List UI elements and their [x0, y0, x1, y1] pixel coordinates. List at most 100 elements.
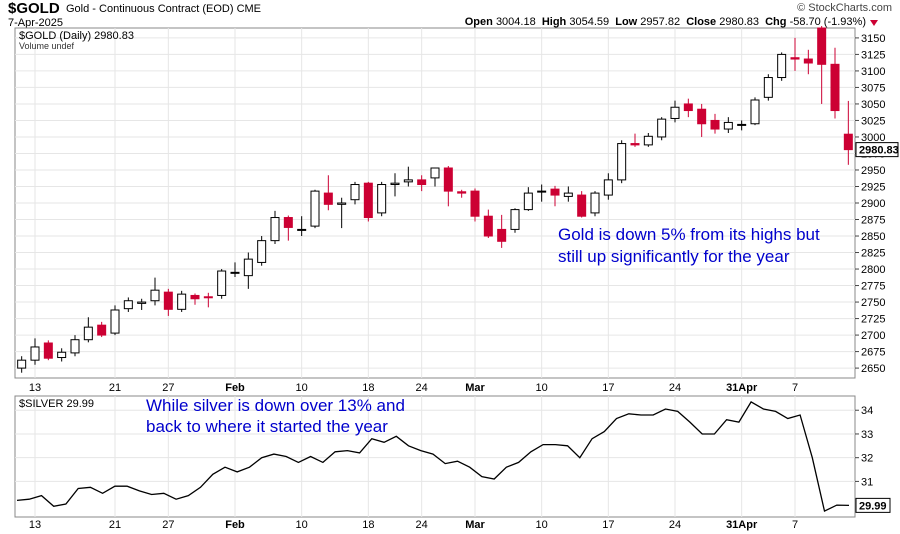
candle-body — [217, 270, 227, 296]
candle-body — [483, 215, 493, 237]
silver-y-tick-label: 32 — [861, 453, 873, 465]
down-arrow-icon — [870, 20, 878, 26]
gold-y-tick-label: 2750 — [861, 297, 885, 309]
candle-body — [243, 258, 253, 277]
candle-body — [123, 300, 133, 310]
silver-y-tick-label: 34 — [861, 405, 873, 417]
candle-body — [30, 346, 40, 361]
silver-x-tick-label: 24 — [669, 519, 681, 531]
gold-x-tick-label: 10 — [296, 382, 308, 394]
candle-body — [817, 27, 827, 65]
ohlc-summary: Open 3004.18 High 3054.59 Low 2957.82 Cl… — [465, 16, 866, 28]
candle-body — [510, 209, 520, 230]
candle-body — [643, 135, 653, 146]
gold-y-tick-label: 2650 — [861, 363, 885, 375]
candle-body — [603, 179, 613, 196]
symbol-title: $GOLD — [8, 0, 60, 17]
silver-x-tick-label: 21 — [109, 519, 121, 531]
candle-body — [443, 167, 453, 192]
candle-body — [723, 121, 733, 130]
silver-y-tick-label: 33 — [861, 429, 873, 441]
candle-body — [337, 202, 347, 205]
candle-body — [57, 351, 67, 359]
silver-x-tick-label: 7 — [792, 519, 798, 531]
silver-x-tick-label: 10 — [536, 519, 548, 531]
gold-y-tick-label: 3150 — [861, 33, 885, 45]
stockcharts-credit: © StockCharts.com — [797, 2, 892, 14]
gold-y-tick-label: 2900 — [861, 198, 885, 210]
low-value: 2957.82 — [640, 16, 681, 28]
candle-body — [417, 179, 427, 186]
candle-body — [777, 53, 787, 79]
gold-y-tick-label: 2875 — [861, 215, 885, 227]
candle-body — [283, 217, 293, 228]
open-value: 3004.18 — [495, 16, 536, 28]
silver-x-tick-label: 18 — [362, 519, 374, 531]
candle-body — [617, 143, 627, 181]
close-label: Close — [686, 16, 717, 28]
gold-x-tick-label: 7 — [792, 382, 798, 394]
silver-last-value-label: 29.99 — [859, 500, 887, 512]
gold-y-tick-label: 3050 — [861, 99, 885, 111]
candle-body — [537, 190, 547, 193]
candle-body — [150, 289, 160, 302]
volume-note: Volume undef — [19, 41, 75, 51]
gold-x-tick-label: 13 — [29, 382, 41, 394]
candle-body — [590, 192, 600, 214]
candle-body — [737, 123, 747, 126]
silver-x-tick-label: Mar — [465, 519, 485, 531]
gold-annotation-line: Gold is down 5% from its highs but — [558, 225, 820, 244]
candle-body — [523, 192, 533, 211]
silver-x-tick-label: 10 — [296, 519, 308, 531]
gold-x-tick-label: 31Apr — [726, 382, 758, 394]
candle-body — [97, 324, 107, 336]
candle-body — [177, 293, 187, 310]
gold-x-tick-label: Feb — [225, 382, 245, 394]
chart-date: 7-Apr-2025 — [8, 17, 64, 29]
candle-body — [563, 192, 573, 197]
silver-x-tick-label: 13 — [29, 519, 41, 531]
gold-x-tick-label: 17 — [602, 382, 614, 394]
silver-x-tick-label: Feb — [225, 519, 245, 531]
gold-x-tick-label: 24 — [669, 382, 681, 394]
silver-annotation-line: back to where it started the year — [146, 417, 388, 436]
candle-body — [750, 99, 760, 125]
high-label: High — [541, 16, 567, 28]
gold-y-tick-label: 2950 — [861, 165, 885, 177]
gold-y-tick-label: 3125 — [861, 49, 885, 61]
candle-body — [697, 108, 707, 125]
candle-body — [377, 184, 387, 214]
silver-x-tick-label: 27 — [162, 519, 174, 531]
candle-body — [137, 301, 147, 304]
candle-body — [190, 294, 200, 300]
gold-last-value-label: 2980.83 — [859, 145, 899, 157]
candle-body — [110, 309, 120, 334]
candle-body — [430, 167, 440, 179]
candle-body — [630, 143, 640, 146]
description-text: Gold - Continuous Contract (EOD) — [66, 3, 234, 15]
candle-body — [323, 192, 333, 205]
candle-body — [763, 77, 773, 98]
candle-body — [363, 182, 373, 219]
candle-body — [710, 119, 720, 130]
candle-body — [843, 133, 853, 151]
candle-body — [497, 228, 507, 242]
gold-y-tick-label: 2725 — [861, 314, 885, 326]
candle-body — [790, 57, 800, 60]
gold-x-tick-label: 27 — [162, 382, 174, 394]
silver-legend: $SILVER 29.99 — [19, 398, 94, 410]
open-label: Open — [464, 16, 493, 28]
candle-body — [550, 188, 560, 196]
gold-x-tick-label: 10 — [536, 382, 548, 394]
gold-y-tick-label: 3100 — [861, 66, 885, 78]
gold-y-tick-label: 2775 — [861, 281, 885, 293]
gold-panel: 2650 2675 2700 2725 2750 2775 2800 2825 2850 2875… — [14, 26, 899, 394]
silver-series-line — [16, 401, 850, 513]
close-value: 2980.83 — [719, 16, 759, 28]
candle-body — [803, 58, 813, 64]
candle-body — [403, 179, 413, 183]
silver-frame — [14, 395, 856, 518]
gold-x-tick-label: Mar — [465, 382, 485, 394]
gold-x-tick-label: 18 — [362, 382, 374, 394]
gold-x-tick-label: 24 — [416, 382, 428, 394]
